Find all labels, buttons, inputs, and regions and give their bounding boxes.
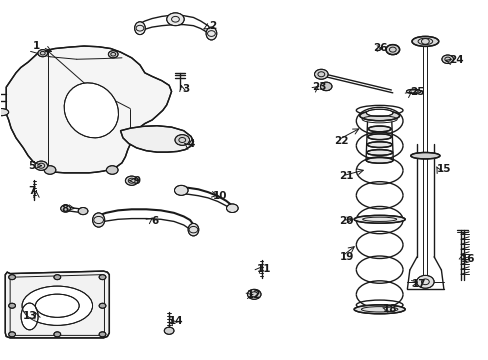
Ellipse shape xyxy=(134,22,145,35)
Text: 5: 5 xyxy=(28,161,35,171)
Ellipse shape xyxy=(353,215,405,223)
Circle shape xyxy=(106,166,118,174)
Text: 16: 16 xyxy=(460,253,474,264)
Polygon shape xyxy=(5,271,109,338)
Ellipse shape xyxy=(0,109,9,116)
Ellipse shape xyxy=(366,157,392,163)
Circle shape xyxy=(61,205,70,212)
Ellipse shape xyxy=(359,111,399,121)
Text: 25: 25 xyxy=(409,87,424,98)
Circle shape xyxy=(441,55,453,64)
Circle shape xyxy=(44,166,56,174)
Circle shape xyxy=(108,51,118,58)
Text: 26: 26 xyxy=(373,43,387,53)
Circle shape xyxy=(9,332,16,337)
Ellipse shape xyxy=(205,27,216,40)
Text: 11: 11 xyxy=(256,264,271,274)
Circle shape xyxy=(54,275,61,280)
Ellipse shape xyxy=(366,150,392,156)
Text: 15: 15 xyxy=(436,164,450,174)
Text: 9: 9 xyxy=(134,176,141,186)
Text: 4: 4 xyxy=(187,139,194,149)
Ellipse shape xyxy=(64,83,118,138)
Circle shape xyxy=(35,161,47,170)
Circle shape xyxy=(314,69,327,79)
Text: 22: 22 xyxy=(334,136,348,146)
Ellipse shape xyxy=(21,303,38,330)
Circle shape xyxy=(175,135,189,145)
Circle shape xyxy=(166,13,184,26)
Ellipse shape xyxy=(406,89,420,94)
Circle shape xyxy=(385,45,399,55)
Text: 20: 20 xyxy=(339,216,353,226)
Text: 21: 21 xyxy=(339,171,353,181)
Text: 23: 23 xyxy=(312,82,326,92)
Ellipse shape xyxy=(410,153,439,159)
Text: 19: 19 xyxy=(339,252,353,262)
Circle shape xyxy=(164,327,174,334)
Circle shape xyxy=(320,82,331,91)
Circle shape xyxy=(247,289,261,299)
Circle shape xyxy=(99,275,106,280)
Circle shape xyxy=(125,176,138,185)
Ellipse shape xyxy=(411,36,438,46)
Text: 7: 7 xyxy=(28,186,35,197)
Circle shape xyxy=(99,332,106,337)
Circle shape xyxy=(54,332,61,337)
Text: 3: 3 xyxy=(182,84,189,94)
Text: 17: 17 xyxy=(411,279,426,289)
Ellipse shape xyxy=(366,142,391,148)
Text: 1: 1 xyxy=(33,41,40,51)
Circle shape xyxy=(174,185,188,195)
Text: 24: 24 xyxy=(448,55,462,65)
Ellipse shape xyxy=(366,109,392,116)
Circle shape xyxy=(416,275,433,288)
Text: 13: 13 xyxy=(22,311,37,321)
Text: 10: 10 xyxy=(212,191,227,201)
Ellipse shape xyxy=(367,126,390,132)
Ellipse shape xyxy=(353,305,405,314)
Ellipse shape xyxy=(367,134,391,140)
Ellipse shape xyxy=(22,286,92,325)
Text: 18: 18 xyxy=(382,304,397,314)
Text: 14: 14 xyxy=(169,316,183,326)
Circle shape xyxy=(9,303,16,308)
Text: 12: 12 xyxy=(246,290,261,300)
Text: 8: 8 xyxy=(61,203,68,213)
Circle shape xyxy=(226,204,238,212)
Circle shape xyxy=(99,303,106,308)
Polygon shape xyxy=(120,126,193,152)
Circle shape xyxy=(78,207,88,215)
Ellipse shape xyxy=(92,213,104,227)
Ellipse shape xyxy=(35,294,79,318)
Text: 2: 2 xyxy=(209,21,216,31)
Polygon shape xyxy=(6,46,171,173)
Text: 6: 6 xyxy=(151,216,158,226)
Circle shape xyxy=(9,275,16,280)
Circle shape xyxy=(38,50,47,57)
Ellipse shape xyxy=(188,224,199,236)
